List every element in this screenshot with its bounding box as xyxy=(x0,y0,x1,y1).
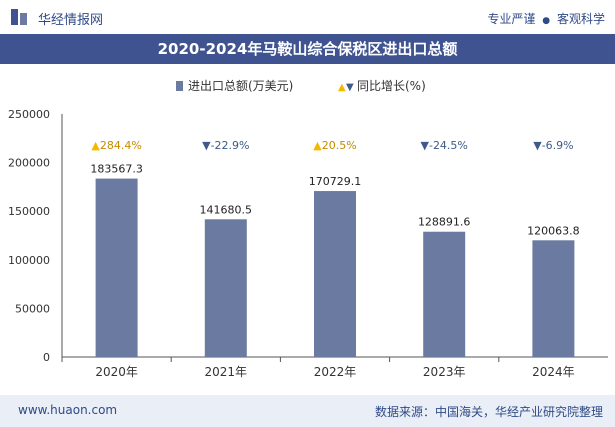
bar xyxy=(532,240,575,357)
x-tick-label: 2021年 xyxy=(205,365,248,379)
up-arrow-icon: ▲ xyxy=(313,139,322,152)
growth-value: -24.5% xyxy=(429,139,468,152)
legend-bar-swatch xyxy=(176,81,183,91)
down-arrow-icon: ▼ xyxy=(202,139,211,152)
growth-label: ▲20.5% xyxy=(313,139,356,152)
chart: 进出口总额(万美元) ▲ ▼ 同比增长(%) 0 50000 100000 15000… xyxy=(8,79,608,379)
legend-down-marker: ▼ xyxy=(346,82,354,93)
bar xyxy=(204,219,247,357)
bar-value-label: 141680.5 xyxy=(200,203,253,216)
tagline-left: 专业严谨 xyxy=(487,12,536,26)
axes: 0 50000 100000 150000 200000 250000 2020年 2021年… xyxy=(8,108,608,379)
up-arrow-icon: ▲ xyxy=(91,139,100,152)
tagline: 专业严谨 ● 客观科学 xyxy=(487,10,605,27)
bar xyxy=(314,191,356,357)
x-tick-label: 2023年 xyxy=(423,365,466,379)
growth-value: -22.9% xyxy=(211,139,250,152)
footer: www.huaon.com 数据来源：中国海关，华经产业研究院整理 xyxy=(0,395,615,427)
down-arrow-icon: ▼ xyxy=(533,139,542,152)
y-tick-label: 0 xyxy=(43,351,50,364)
x-tick-label: 2022年 xyxy=(314,365,357,379)
bar-value-label: 183567.3 xyxy=(90,163,143,176)
growth-label: ▼-22.9% xyxy=(202,139,249,152)
growth-value: 284.4% xyxy=(100,139,142,152)
tagline-dot: ● xyxy=(542,16,551,26)
y-tick-label: 250000 xyxy=(8,108,50,121)
y-tick-label: 150000 xyxy=(8,205,50,218)
growth-value: 20.5% xyxy=(322,139,357,152)
y-tick-label: 50000 xyxy=(15,302,50,315)
growth-value: -6.9% xyxy=(542,139,574,152)
data-source: 数据来源：中国海关，华经产业研究院整理 xyxy=(374,405,603,419)
growth-label: ▼-6.9% xyxy=(533,139,573,152)
bar xyxy=(423,231,466,357)
y-tick-label: 200000 xyxy=(8,157,50,170)
growth-label: ▼-24.5% xyxy=(421,139,468,152)
bar-value-label: 120063.8 xyxy=(527,224,580,237)
legend-line-label: 同比增长(%) xyxy=(357,79,426,93)
website-link[interactable]: www.huaon.com xyxy=(18,403,118,417)
logo-icon xyxy=(11,9,27,25)
top-bar: 华经情报网 专业严谨 ● 客观科学 xyxy=(0,0,615,34)
brand-name: 华经情报网 xyxy=(38,13,104,28)
growth-label: ▲284.4% xyxy=(91,139,141,152)
legend-bar-label: 进出口总额(万美元) xyxy=(188,79,293,93)
tagline-right: 客观科学 xyxy=(556,12,605,26)
down-arrow-icon: ▼ xyxy=(421,139,430,152)
chart-title: 2020-2024年马鞍山综合保税区进出口总额 xyxy=(0,34,615,64)
bar-value-label: 128891.6 xyxy=(418,216,471,229)
legend-up-marker: ▲ xyxy=(338,82,346,93)
bars xyxy=(95,178,575,357)
y-tick-label: 100000 xyxy=(8,254,50,267)
legend: 进出口总额(万美元) ▲ ▼ 同比增长(%) xyxy=(176,79,426,93)
data-labels: 183567.3▲284.4%141680.5▼-22.9%170729.1▲2… xyxy=(90,139,579,237)
bar xyxy=(95,178,138,357)
bar-value-label: 170729.1 xyxy=(309,175,362,188)
x-tick-label: 2024年 xyxy=(532,365,575,379)
x-tick-label: 2020年 xyxy=(95,365,138,379)
